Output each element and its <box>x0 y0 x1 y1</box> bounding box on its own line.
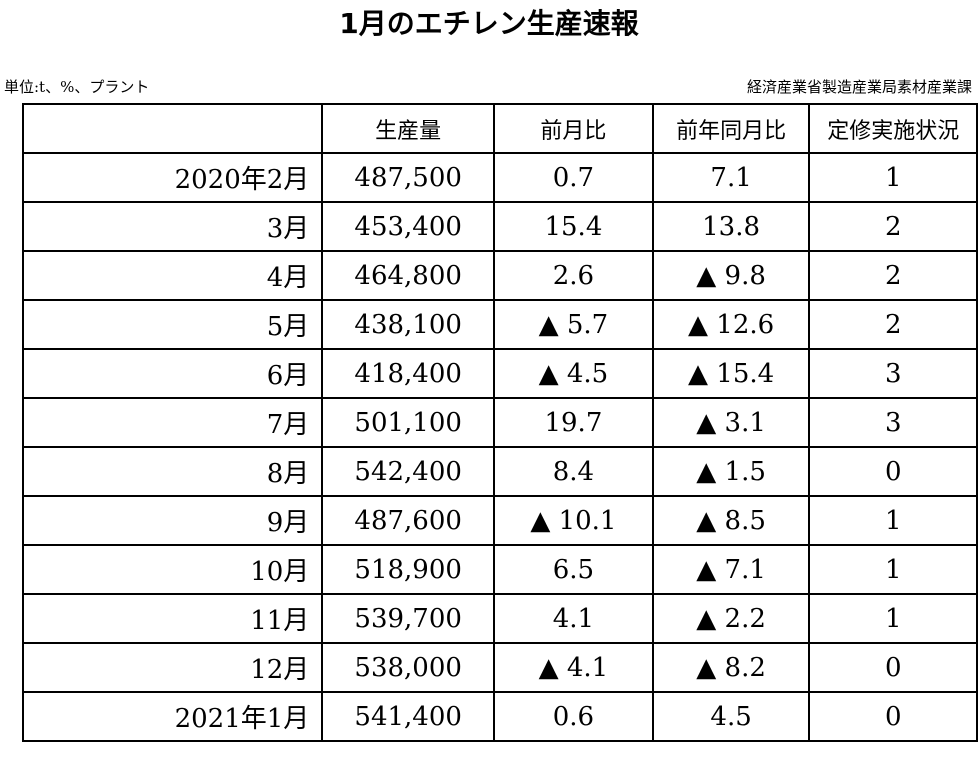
yoy-cell: ▲ 3.1 <box>651 397 811 448</box>
maintenance-cell: 2 <box>808 299 978 350</box>
maintenance-cell: 2 <box>808 250 978 301</box>
maintenance-cell: 3 <box>808 348 978 399</box>
table-row: 8月 542,400 8.4 ▲ 1.5 0 <box>21 446 978 497</box>
mom-cell: 15.4 <box>493 201 654 252</box>
table-row: 6月 418,400 ▲ 4.5 ▲ 15.4 3 <box>21 348 978 399</box>
mom-cell: ▲ 10.1 <box>493 495 654 546</box>
yoy-cell: 7.1 <box>651 152 811 203</box>
table-row: 7月 501,100 19.7 ▲ 3.1 3 <box>21 397 978 448</box>
period-cell: 5月 <box>21 299 324 350</box>
period-cell: 11月 <box>21 593 324 644</box>
production-cell: 539,700 <box>321 593 496 644</box>
table-row: 12月 538,000 ▲ 4.1 ▲ 8.2 0 <box>21 642 978 693</box>
maintenance-cell: 0 <box>808 642 978 693</box>
page-title: 1月のエチレン生産速報 <box>339 7 639 40</box>
yoy-cell: ▲ 8.5 <box>651 495 811 546</box>
yoy-cell: 4.5 <box>651 691 811 742</box>
maintenance-cell: 3 <box>808 397 978 448</box>
maintenance-cell: 0 <box>808 691 978 742</box>
table-row: 9月 487,600 ▲ 10.1 ▲ 8.5 1 <box>21 495 978 546</box>
header-cell-yoy: 前年同月比 <box>651 103 811 154</box>
period-cell: 4月 <box>21 250 324 301</box>
production-cell: 418,400 <box>321 348 496 399</box>
production-table: 生産量 前月比 前年同月比 定修実施状況 2020年2月 487,500 0.7… <box>21 103 978 742</box>
production-cell: 518,900 <box>321 544 496 595</box>
period-cell: 6月 <box>21 348 324 399</box>
mom-cell: ▲ 4.1 <box>493 642 654 693</box>
yoy-cell: ▲ 15.4 <box>651 348 811 399</box>
production-cell: 538,000 <box>321 642 496 693</box>
maintenance-cell: 2 <box>808 201 978 252</box>
table-row: 3月 453,400 15.4 13.8 2 <box>21 201 978 252</box>
yoy-cell: ▲ 1.5 <box>651 446 811 497</box>
maintenance-cell: 1 <box>808 544 978 595</box>
mom-cell: 6.5 <box>493 544 654 595</box>
production-cell: 464,800 <box>321 250 496 301</box>
source-note: 経済産業省製造産業局素材産業課 <box>746 78 972 96</box>
mom-cell: 2.6 <box>493 250 654 301</box>
table-header-row: 生産量 前月比 前年同月比 定修実施状況 <box>21 103 978 154</box>
mom-cell: 19.7 <box>493 397 654 448</box>
header-cell-maintenance: 定修実施状況 <box>808 103 978 154</box>
yoy-cell: ▲ 2.2 <box>651 593 811 644</box>
production-cell: 438,100 <box>321 299 496 350</box>
period-cell: 8月 <box>21 446 324 497</box>
period-cell: 9月 <box>21 495 324 546</box>
production-cell: 487,600 <box>321 495 496 546</box>
period-cell: 12月 <box>21 642 324 693</box>
mom-cell: 0.7 <box>493 152 654 203</box>
production-cell: 487,500 <box>321 152 496 203</box>
maintenance-cell: 1 <box>808 152 978 203</box>
header-cell-period <box>21 103 324 154</box>
header-cell-mom: 前月比 <box>493 103 654 154</box>
table-row: 2020年2月 487,500 0.7 7.1 1 <box>21 152 978 203</box>
period-cell: 7月 <box>21 397 324 448</box>
production-cell: 453,400 <box>321 201 496 252</box>
mom-cell: ▲ 4.5 <box>493 348 654 399</box>
period-cell: 2021年1月 <box>21 691 324 742</box>
maintenance-cell: 0 <box>808 446 978 497</box>
period-cell: 3月 <box>21 201 324 252</box>
yoy-cell: ▲ 9.8 <box>651 250 811 301</box>
maintenance-cell: 1 <box>808 495 978 546</box>
mom-cell: 8.4 <box>493 446 654 497</box>
table-row: 10月 518,900 6.5 ▲ 7.1 1 <box>21 544 978 595</box>
maintenance-cell: 1 <box>808 593 978 644</box>
table-row: 11月 539,700 4.1 ▲ 2.2 1 <box>21 593 978 644</box>
production-cell: 501,100 <box>321 397 496 448</box>
yoy-cell: ▲ 12.6 <box>651 299 811 350</box>
yoy-cell: ▲ 7.1 <box>651 544 811 595</box>
mom-cell: 4.1 <box>493 593 654 644</box>
period-cell: 2020年2月 <box>21 152 324 203</box>
mom-cell: ▲ 5.7 <box>493 299 654 350</box>
yoy-cell: ▲ 8.2 <box>651 642 811 693</box>
table-row: 2021年1月 541,400 0.6 4.5 0 <box>21 691 978 742</box>
production-cell: 541,400 <box>321 691 496 742</box>
unit-note: 単位:t、%、プラント <box>4 78 150 96</box>
production-cell: 542,400 <box>321 446 496 497</box>
table-row: 4月 464,800 2.6 ▲ 9.8 2 <box>21 250 978 301</box>
yoy-cell: 13.8 <box>651 201 811 252</box>
period-cell: 10月 <box>21 544 324 595</box>
mom-cell: 0.6 <box>493 691 654 742</box>
header-cell-production: 生産量 <box>321 103 496 154</box>
table-row: 5月 438,100 ▲ 5.7 ▲ 12.6 2 <box>21 299 978 350</box>
